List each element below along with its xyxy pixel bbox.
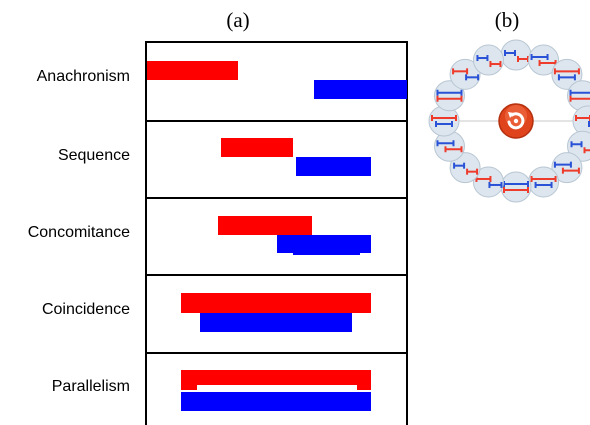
parallelism-blue-interval bbox=[181, 392, 371, 411]
parallelism-red-interval-notch bbox=[197, 385, 357, 391]
concomitance-blue-interval bbox=[277, 235, 371, 253]
interval-bracket-icon bbox=[530, 54, 557, 67]
interval-bracket-icon bbox=[453, 162, 479, 175]
interval-bracket-icon bbox=[475, 175, 503, 188]
relation-label-parallelism: Parallelism bbox=[52, 378, 130, 395]
interval-bracket-icon bbox=[553, 68, 580, 81]
relation-bubble[interactable] bbox=[472, 166, 504, 198]
concomitance-red-interval bbox=[218, 216, 312, 235]
interval-bracket-icon bbox=[431, 115, 457, 127]
relation-label-concomitance: Concomitance bbox=[28, 224, 130, 241]
relation-bubble[interactable] bbox=[449, 58, 481, 90]
anachronism-blue-interval bbox=[314, 80, 407, 99]
relation-bubble[interactable] bbox=[528, 166, 560, 198]
relation-bubble[interactable] bbox=[551, 152, 583, 184]
panel-b: (b) bbox=[428, 8, 590, 203]
center-replay-button[interactable] bbox=[498, 103, 534, 139]
sequence-red-interval bbox=[221, 138, 293, 157]
panel-a-label: (a) bbox=[226, 8, 249, 32]
interval-bracket-icon bbox=[452, 68, 480, 81]
relations-frame bbox=[145, 41, 408, 425]
interval-bracket-icon bbox=[476, 55, 502, 68]
sequence-blue-interval bbox=[296, 157, 371, 176]
relation-bubble[interactable] bbox=[528, 44, 560, 76]
relation-bubble[interactable] bbox=[433, 130, 465, 162]
relation-bubble[interactable] bbox=[572, 105, 590, 137]
interval-bracket-icon bbox=[569, 89, 590, 102]
relation-bubble[interactable] bbox=[567, 80, 590, 112]
interval-bracket-icon bbox=[575, 115, 590, 127]
relation-bubble[interactable] bbox=[500, 39, 532, 71]
relation-label-coincidence: Coincidence bbox=[42, 301, 130, 318]
interval-bracket-icon bbox=[553, 161, 580, 174]
coincidence-blue-interval bbox=[200, 313, 352, 332]
interval-bracket-icon bbox=[504, 50, 529, 62]
relation-bubble[interactable] bbox=[428, 105, 460, 137]
relation-bubble[interactable] bbox=[472, 44, 504, 76]
panel-a: (a) Anachronism Sequence Concomitance Co… bbox=[28, 8, 408, 425]
relation-bubble[interactable] bbox=[433, 80, 465, 112]
relation-bubble[interactable] bbox=[551, 58, 583, 90]
interval-bracket-icon bbox=[436, 140, 463, 153]
interval-bracket-icon bbox=[503, 181, 529, 193]
coincidence-red-interval bbox=[181, 293, 371, 313]
relation-bubble[interactable] bbox=[500, 171, 532, 203]
anachronism-red-interval bbox=[147, 61, 238, 80]
relation-ring bbox=[428, 39, 590, 203]
relation-label-sequence: Sequence bbox=[58, 147, 130, 164]
relation-label-anachronism: Anachronism bbox=[37, 68, 130, 85]
interval-bracket-icon bbox=[530, 175, 557, 188]
concomitance-blue-interval-lip bbox=[293, 251, 360, 255]
panel-b-label: (b) bbox=[495, 8, 520, 32]
relation-bubble[interactable] bbox=[449, 152, 481, 184]
refresh-icon bbox=[507, 112, 525, 130]
interval-bracket-icon bbox=[436, 89, 463, 102]
